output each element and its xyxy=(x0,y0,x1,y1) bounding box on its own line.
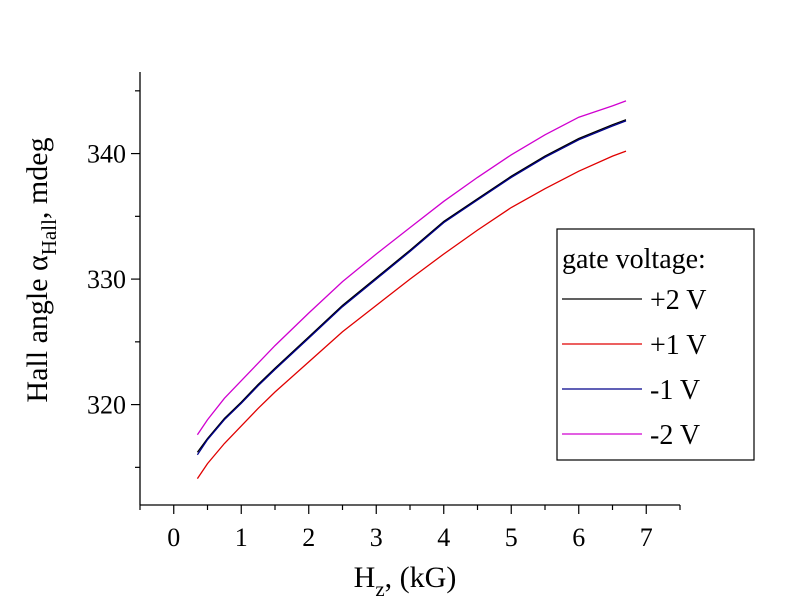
legend-title: gate voltage: xyxy=(562,244,706,275)
y-axis-title: Hall angle αHall, mdeg xyxy=(21,137,61,402)
x-tick-label: 5 xyxy=(505,523,518,552)
series-line xyxy=(196,119,627,453)
series-line xyxy=(196,120,627,456)
legend-label: -1 V xyxy=(650,375,700,406)
x-tick-label: 4 xyxy=(437,523,450,552)
x-tick-label: 2 xyxy=(302,523,315,552)
x-tick-label: 1 xyxy=(235,523,248,552)
axes: 0 1 2 3 4 5 6 7 320 330 340 xyxy=(87,72,681,552)
series-line xyxy=(196,100,627,436)
x-tick-label: 6 xyxy=(572,523,585,552)
series-layer xyxy=(196,100,627,479)
x-tick-label: 0 xyxy=(167,523,180,552)
legend-label: +2 V xyxy=(650,285,707,316)
series-line xyxy=(196,150,627,479)
legend-label: +1 V xyxy=(650,330,707,361)
y-tick-label: 320 xyxy=(87,391,126,420)
x-tick-label: 3 xyxy=(370,523,383,552)
x-tick-label: 7 xyxy=(640,523,653,552)
x-axis-title: Hz, (kG) xyxy=(354,561,457,601)
y-tick-label: 340 xyxy=(87,140,126,169)
legend: gate voltage: +2 V +1 V -1 V -2 V xyxy=(556,228,755,461)
legend-label: -2 V xyxy=(650,420,700,451)
y-tick-label: 330 xyxy=(87,265,126,294)
